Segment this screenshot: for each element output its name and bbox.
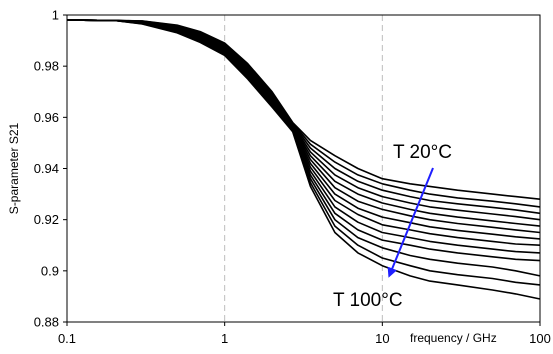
axis-ticks: 0.88 0.9 0.92 0.94 0.96 0.98 1 0.1 1 10 100 bbox=[34, 8, 551, 347]
series-line-2 bbox=[66, 19, 541, 208]
series-line-13 bbox=[66, 19, 541, 300]
annotation-bottom-temp: T 100°C bbox=[333, 290, 403, 311]
y-tick-label: 0.96 bbox=[34, 110, 59, 125]
series-line-6 bbox=[66, 19, 541, 234]
y-tick-label: 0.92 bbox=[34, 212, 59, 227]
temperature-arrow bbox=[387, 167, 434, 278]
x-tick-label: 1 bbox=[221, 331, 228, 346]
y-tick-label: 0.88 bbox=[34, 315, 59, 330]
x-tick-label: 10 bbox=[375, 331, 389, 346]
y-tick-label: 0.9 bbox=[41, 263, 59, 278]
y-tick-label: 0.98 bbox=[34, 59, 59, 74]
series-line-3 bbox=[66, 19, 541, 215]
series-line-7 bbox=[66, 19, 541, 240]
series-line-4 bbox=[66, 19, 541, 221]
y-tick-label: 1 bbox=[52, 8, 59, 23]
series-line-1 bbox=[66, 19, 541, 200]
y-tick-label: 0.94 bbox=[34, 161, 59, 176]
series-group bbox=[66, 19, 541, 300]
annotation-top-temp: T 20°C bbox=[393, 142, 452, 163]
y-axis-label: S-parameter S21 bbox=[7, 122, 21, 214]
series-line-5 bbox=[66, 19, 541, 227]
x-tick-label: 100 bbox=[529, 331, 551, 346]
x-tick-label: 0.1 bbox=[58, 331, 76, 346]
gridlines bbox=[224, 15, 383, 322]
x-axis-label: frequency / GHz bbox=[410, 331, 497, 345]
